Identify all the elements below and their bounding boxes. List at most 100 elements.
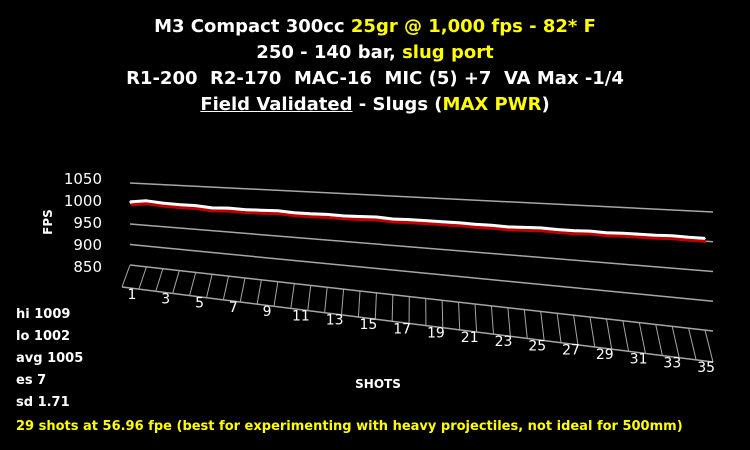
x-tick-labels: 1 3 5 7 9 11 13 15 17 19 21 23 25 27 29 31 33 35 <box>128 287 715 376</box>
y-tick-label: 900 <box>73 236 102 254</box>
x-tick-mark <box>638 322 646 354</box>
data-point <box>408 218 411 221</box>
title-line-1-ammo: 25gr @ 1,000 fps - 82* F <box>350 16 596 37</box>
data-point <box>638 233 641 235</box>
data-point <box>392 218 394 220</box>
x-tick-mark <box>138 266 147 290</box>
data-point <box>622 232 624 234</box>
x-tick-label: 33 <box>663 356 681 372</box>
x-tick-mark <box>290 283 295 309</box>
data-point <box>326 213 328 216</box>
title-line-1-model: M3 Compact 300cc <box>154 16 351 37</box>
x-tick-marks <box>121 264 714 363</box>
data-point <box>309 213 312 215</box>
x-tick-mark <box>121 264 131 288</box>
data-point <box>556 228 558 231</box>
x-tick-label: 3 <box>161 291 170 307</box>
data-point <box>342 215 345 217</box>
data-point <box>704 237 706 240</box>
x-tick-mark <box>474 303 478 333</box>
y-tick-labels: 850 900 950 1000 1050 <box>64 170 102 276</box>
x-tick-label: 17 <box>393 321 411 337</box>
x-tick-mark <box>155 268 164 292</box>
series-layer <box>129 199 707 243</box>
series-line <box>129 199 706 240</box>
stat-lo: lo 1002 <box>16 329 71 344</box>
summary-note: 29 shots at 56.96 fpe (best for experime… <box>16 418 746 436</box>
data-point <box>654 234 657 236</box>
summary-note-comment: best for experimenting with heavy projec… <box>182 419 683 434</box>
x-tick-mark <box>357 290 361 318</box>
x-tick-mark <box>671 326 680 358</box>
data-point <box>129 201 131 203</box>
x-tick-label: 9 <box>263 304 272 320</box>
title-line-4-maxpwr: MAX PWR <box>442 94 542 115</box>
data-point <box>260 209 263 211</box>
title-line-1: M3 Compact 300cc 25gr @ 1,000 fps - 82* … <box>0 14 750 40</box>
x-tick-mark <box>704 329 714 363</box>
x-tick-mark <box>589 316 596 348</box>
title-line-3: R1-200 R2-170 MAC-16 MIC (5) +7 VA Max -… <box>126 68 624 89</box>
x-tick-mark <box>307 285 312 311</box>
stat-hi: hi 1009 <box>16 307 71 322</box>
x-tick-mark <box>189 272 197 296</box>
x-tick-mark <box>273 281 279 307</box>
x-tick-mark <box>490 305 494 335</box>
data-point <box>359 215 361 218</box>
x-tick-label: 1 <box>128 287 137 303</box>
title-line-4-close: ) <box>541 94 550 115</box>
gridline-950 <box>129 223 714 273</box>
data-point <box>211 207 213 209</box>
x-tick-label: 5 <box>195 296 204 312</box>
x-tick-mark <box>341 289 345 315</box>
data-point <box>572 229 575 232</box>
x-tick-mark <box>540 311 545 341</box>
y-tick-label: 850 <box>73 258 102 276</box>
title-line-4-slugs: - Slugs ( <box>352 94 443 115</box>
x-tick-label: 13 <box>326 313 344 329</box>
x-tick-mark <box>441 300 444 328</box>
x-tick-mark <box>205 274 213 298</box>
x-tick-mark <box>655 324 663 356</box>
title-line-2-port: slug port <box>402 42 494 63</box>
x-axis-title: SHOTS <box>355 377 401 391</box>
x-tick-label: 25 <box>528 338 546 354</box>
data-point <box>490 224 493 227</box>
title-line-2-pressure: 250 - 140 bar, <box>256 42 403 63</box>
stat-sd: sd 1.71 <box>16 395 70 410</box>
gridline-850 <box>129 264 714 332</box>
y-axis-title: FPS <box>41 209 55 235</box>
summary-note-shots: 29 shots at 56.96 fpe ( <box>16 419 183 434</box>
gridline-900 <box>129 243 714 302</box>
data-point <box>244 208 246 211</box>
title-line-4: Field Validated - Slugs (MAX PWR) <box>0 92 750 118</box>
data-point <box>457 221 460 224</box>
title-line-2: 250 - 140 bar, slug port <box>0 40 750 66</box>
title-line-4-validated: Field Validated <box>200 94 353 115</box>
x-tick-label: 11 <box>292 308 310 324</box>
x-tick-mark <box>605 318 613 350</box>
x-tick-label: 35 <box>697 360 715 376</box>
x-tick-label: 21 <box>461 330 479 346</box>
series-line-shadow <box>130 202 707 243</box>
x-tick-label: 19 <box>427 326 445 342</box>
x-tick-mark <box>556 313 562 343</box>
y-tick-label: 950 <box>73 214 102 232</box>
x-tick-label: 15 <box>359 317 377 333</box>
x-tick-mark <box>222 276 230 300</box>
data-point <box>605 231 608 234</box>
data-point <box>162 202 164 204</box>
x-tick-label: 7 <box>229 300 238 316</box>
stat-avg: avg 1005 <box>16 351 84 366</box>
data-point <box>441 220 443 223</box>
data-point <box>671 234 673 237</box>
y-tick-label: 1000 <box>64 192 102 210</box>
data-point <box>507 226 509 228</box>
x-tick-mark <box>324 287 328 313</box>
x-tick-mark <box>688 328 697 360</box>
floor-front-edge <box>121 286 714 363</box>
x-tick-mark <box>391 294 394 322</box>
shot-statistics: hi 1009 lo 1002 avg 1005 es 7 sd 1.71 <box>16 304 83 414</box>
data-point <box>424 219 427 222</box>
